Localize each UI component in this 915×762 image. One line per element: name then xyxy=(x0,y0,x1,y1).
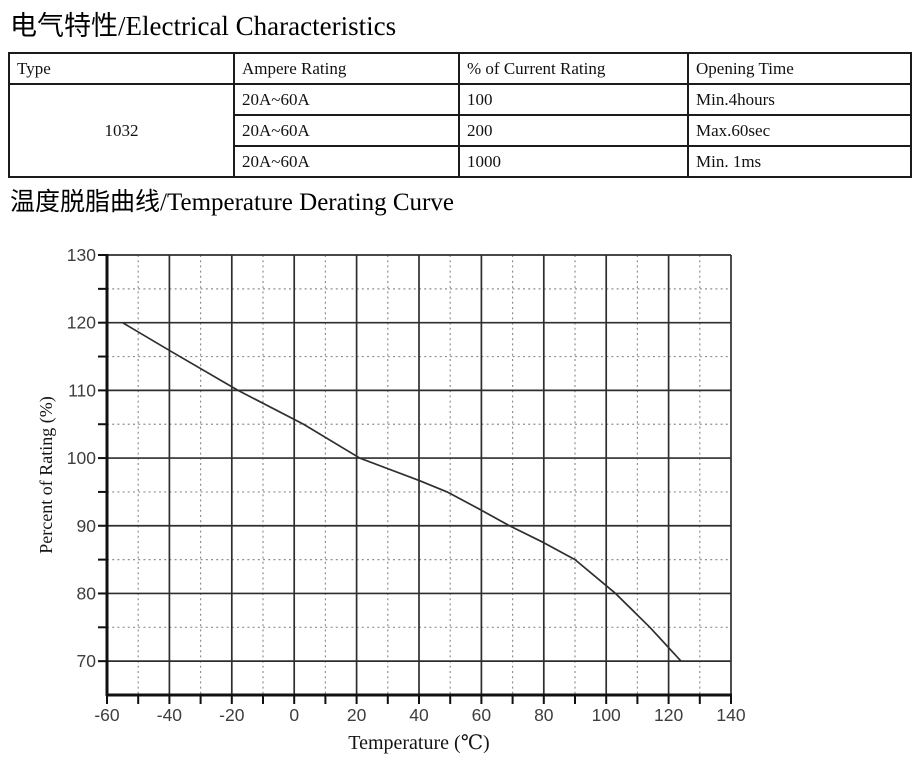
svg-text:-60: -60 xyxy=(94,705,120,725)
svg-text:100: 100 xyxy=(67,448,96,468)
derating-curve xyxy=(122,321,682,662)
minor-gridlines xyxy=(107,255,731,695)
cell-opening-time: Max.60sec xyxy=(687,114,912,147)
cell-ampere: 20A~60A xyxy=(233,83,460,116)
svg-text:0: 0 xyxy=(289,705,299,725)
x-tick-labels: -60 -40 -20 0 20 40 60 80 100 120 140 xyxy=(94,705,746,725)
svg-text:130: 130 xyxy=(67,245,96,265)
cell-opening-time: Min. 1ms xyxy=(687,145,912,178)
type-value-cell: 1032 xyxy=(8,83,235,178)
svg-text:60: 60 xyxy=(472,705,492,725)
table-header-row: Type Ampere Rating % of Current Rating O… xyxy=(8,52,912,85)
svg-text:110: 110 xyxy=(68,380,96,400)
svg-text:80: 80 xyxy=(77,583,97,603)
svg-text:20: 20 xyxy=(347,705,367,725)
header-ampere-rating: Ampere Rating xyxy=(233,52,460,85)
svg-text:-20: -20 xyxy=(219,705,245,725)
svg-text:40: 40 xyxy=(409,705,429,725)
cell-ampere: 20A~60A xyxy=(233,145,460,178)
tick-marks xyxy=(98,254,732,704)
series xyxy=(122,321,682,662)
derating-chart: -60 -40 -20 0 20 40 60 80 100 120 140 70 80 90 100 110 1… xyxy=(36,245,746,754)
header-type: Type xyxy=(8,52,235,85)
header-percent-current-rating: % of Current Rating xyxy=(458,52,689,85)
svg-text:-40: -40 xyxy=(157,705,183,725)
svg-text:140: 140 xyxy=(716,705,745,725)
header-opening-time: Opening Time xyxy=(687,52,912,85)
derating-chart-container: -60 -40 -20 0 20 40 60 80 100 120 140 70 80 90 100 110 1… xyxy=(0,232,915,762)
table-row: 1032 20A~60A 100 Min.4hours xyxy=(8,83,912,178)
electrical-characteristics-title: 电气特性/Electrical Characteristics xyxy=(10,11,397,41)
svg-text:120: 120 xyxy=(67,313,96,333)
svg-text:100: 100 xyxy=(592,705,621,725)
svg-text:120: 120 xyxy=(654,705,683,725)
cell-percent: 200 xyxy=(458,114,689,147)
y-tick-labels: 70 80 90 100 110 120 130 xyxy=(67,245,96,671)
cell-ampere: 20A~60A xyxy=(233,114,460,147)
cell-percent: 1000 xyxy=(458,145,689,178)
svg-text:80: 80 xyxy=(534,705,554,725)
svg-text:Temperature (℃): Temperature (℃) xyxy=(348,732,489,754)
cell-percent: 100 xyxy=(458,83,689,116)
cell-opening-time: Min.4hours xyxy=(687,83,912,116)
svg-text:Percent of Rating (%): Percent of Rating (%) xyxy=(36,396,57,553)
table-row: 20A~60A 200 Max.60sec xyxy=(9,114,912,147)
table-row: 20A~60A 1000 Min. 1ms xyxy=(9,145,912,178)
svg-text:70: 70 xyxy=(77,651,97,671)
axis-titles: Temperature (℃) Percent of Rating (%) xyxy=(36,396,490,754)
svg-text:90: 90 xyxy=(77,516,97,536)
electrical-characteristics-table: Type Ampere Rating % of Current Rating O… xyxy=(8,52,912,178)
derating-curve-title: 温度脱脂曲线/Temperature Derating Curve xyxy=(10,189,454,216)
